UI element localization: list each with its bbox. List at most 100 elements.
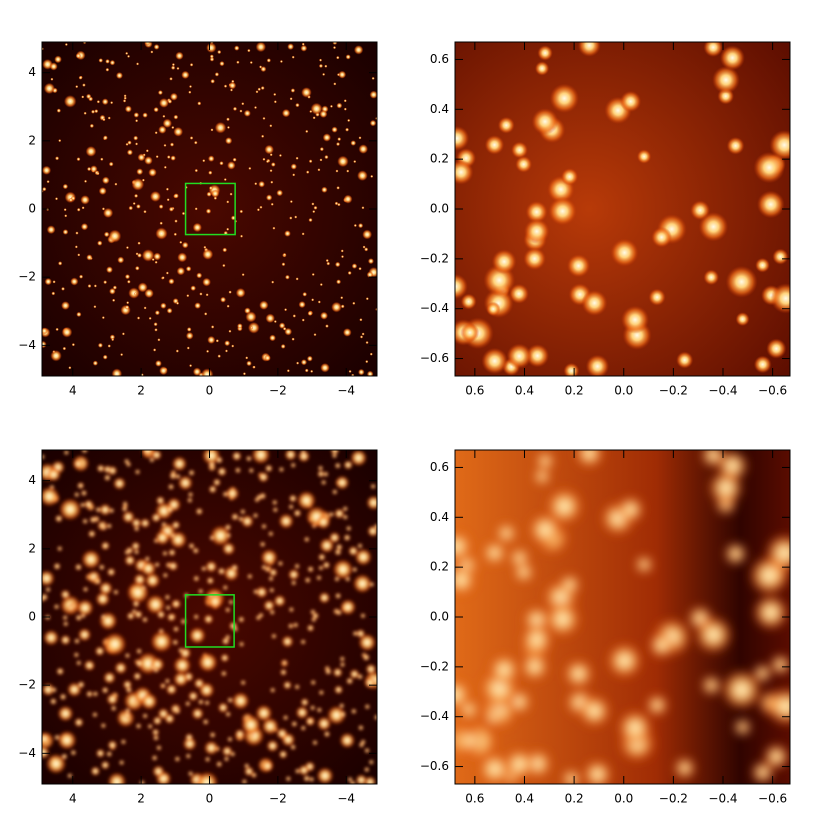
star	[55, 327, 59, 332]
x-tick-label: 0.0	[614, 384, 633, 398]
star	[245, 455, 252, 462]
star	[255, 90, 259, 94]
star	[103, 632, 127, 656]
star	[88, 529, 96, 538]
star	[102, 207, 114, 219]
star	[301, 42, 305, 46]
star	[352, 573, 373, 594]
star	[108, 507, 115, 514]
star	[62, 183, 69, 190]
star	[216, 761, 223, 768]
star	[133, 135, 139, 141]
star	[317, 470, 325, 478]
star	[76, 311, 82, 318]
star	[703, 269, 720, 286]
star	[56, 667, 65, 676]
star	[291, 55, 295, 59]
star	[497, 116, 515, 134]
image	[455, 42, 790, 376]
star	[343, 107, 347, 111]
y-tick-label: 0.2	[430, 560, 449, 574]
star	[488, 653, 521, 686]
star	[82, 518, 88, 525]
star	[125, 246, 129, 250]
star	[265, 194, 273, 201]
star	[366, 271, 374, 278]
star	[357, 543, 363, 549]
y-tick-label: −4	[18, 338, 36, 352]
star	[255, 704, 273, 722]
star	[171, 456, 187, 472]
star	[144, 556, 151, 562]
star	[135, 119, 139, 123]
star	[311, 202, 315, 206]
star	[366, 370, 374, 376]
star	[236, 60, 240, 64]
star	[45, 586, 51, 593]
star	[167, 483, 175, 490]
star	[720, 669, 763, 711]
star	[373, 523, 377, 530]
star	[300, 44, 308, 52]
star	[145, 594, 166, 615]
star	[272, 226, 276, 230]
star	[634, 555, 654, 575]
star	[309, 705, 316, 711]
star	[246, 360, 252, 367]
star	[171, 599, 181, 609]
x-tick-label: 0	[206, 384, 214, 398]
star	[189, 85, 193, 89]
star	[188, 542, 195, 550]
star	[716, 450, 749, 483]
star	[260, 66, 267, 73]
star	[82, 83, 86, 87]
stars	[455, 450, 790, 784]
star	[228, 599, 234, 605]
x-tick-label: −4	[337, 384, 355, 398]
star	[324, 668, 332, 675]
x-tick-label: 0.6	[465, 384, 484, 398]
star	[352, 301, 356, 305]
star	[300, 639, 306, 645]
star	[107, 116, 111, 120]
star	[101, 316, 105, 320]
star	[161, 521, 167, 528]
star	[75, 614, 83, 622]
star	[723, 542, 748, 566]
star	[152, 716, 162, 726]
star	[141, 178, 145, 182]
star	[337, 155, 349, 168]
star	[735, 312, 750, 327]
star	[339, 703, 345, 709]
star	[195, 507, 203, 516]
star	[563, 658, 594, 689]
star	[139, 779, 146, 784]
star	[360, 613, 366, 619]
star	[339, 656, 345, 662]
star	[97, 240, 103, 246]
star	[606, 642, 643, 680]
star	[346, 169, 350, 173]
star	[248, 467, 254, 474]
star	[460, 323, 480, 342]
star	[352, 630, 359, 637]
star	[268, 575, 274, 582]
star	[90, 766, 101, 776]
star	[44, 277, 52, 286]
star	[202, 718, 209, 725]
star	[143, 306, 147, 310]
y-tick-label: −4	[18, 746, 36, 760]
star	[171, 63, 175, 67]
star	[336, 186, 340, 190]
star	[151, 755, 158, 761]
star	[317, 465, 324, 471]
star	[204, 700, 210, 706]
star	[76, 599, 94, 617]
star	[76, 660, 82, 666]
star	[247, 573, 253, 580]
star	[194, 302, 202, 309]
star	[191, 707, 204, 720]
star	[278, 750, 288, 759]
star	[127, 54, 131, 58]
star	[77, 253, 81, 257]
